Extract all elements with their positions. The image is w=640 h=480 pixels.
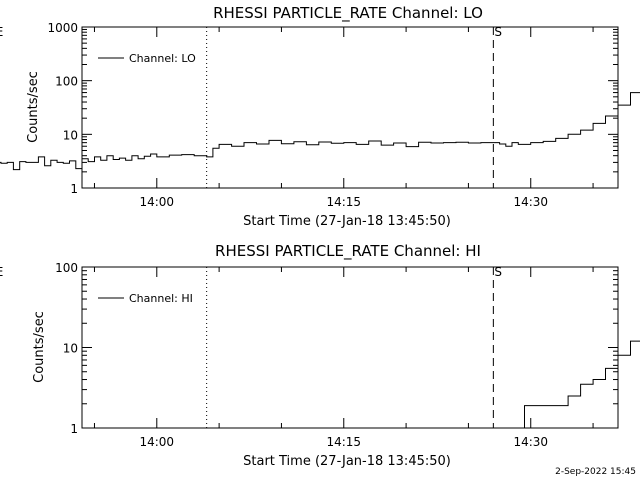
x-tick-label: 14:30 (513, 195, 548, 209)
event-marker-label: E (0, 265, 3, 279)
x-tick-label: 14:30 (513, 435, 548, 449)
y-tick-label: 1 (70, 182, 78, 196)
chart-panel-hi: RHESSI PARTICLE_RATE Channel: HI Counts/… (0, 242, 640, 469)
series-line (518, 340, 640, 429)
x-tick-label: 14:15 (326, 435, 361, 449)
chart-title: RHESSI PARTICLE_RATE Channel: HI (215, 242, 481, 261)
footer-date: 2-Sep-2022 15:45 (555, 467, 636, 477)
event-marker-label: S (494, 265, 502, 279)
y-tick-label: 100 (55, 261, 78, 275)
x-axis-label: Start Time (27-Jan-18 13:45:50) (243, 214, 451, 229)
event-marker-label: E (0, 25, 3, 39)
y-tick-label: 1 (70, 422, 78, 436)
chart-panel-lo: RHESSI PARTICLE_RATE Channel: LO Counts/… (0, 4, 640, 229)
chart-title: RHESSI PARTICLE_RATE Channel: LO (213, 4, 483, 23)
series-line (0, 92, 640, 171)
x-tick-label: 14:00 (139, 435, 174, 449)
legend-label: Channel: LO (129, 52, 196, 65)
y-tick-label: 1000 (47, 21, 78, 35)
y-tick-label: 10 (63, 128, 78, 142)
y-axis-label: Counts/sec (32, 311, 47, 383)
y-axis-label: Counts/sec (26, 71, 41, 143)
event-marker-label: S (494, 25, 502, 39)
y-tick-label: 10 (63, 342, 78, 356)
x-axis-label: Start Time (27-Jan-18 13:45:50) (243, 454, 451, 469)
x-tick-label: 14:00 (139, 195, 174, 209)
legend-label: Channel: HI (129, 292, 193, 305)
x-tick-label: 14:15 (326, 195, 361, 209)
y-tick-label: 100 (55, 75, 78, 89)
